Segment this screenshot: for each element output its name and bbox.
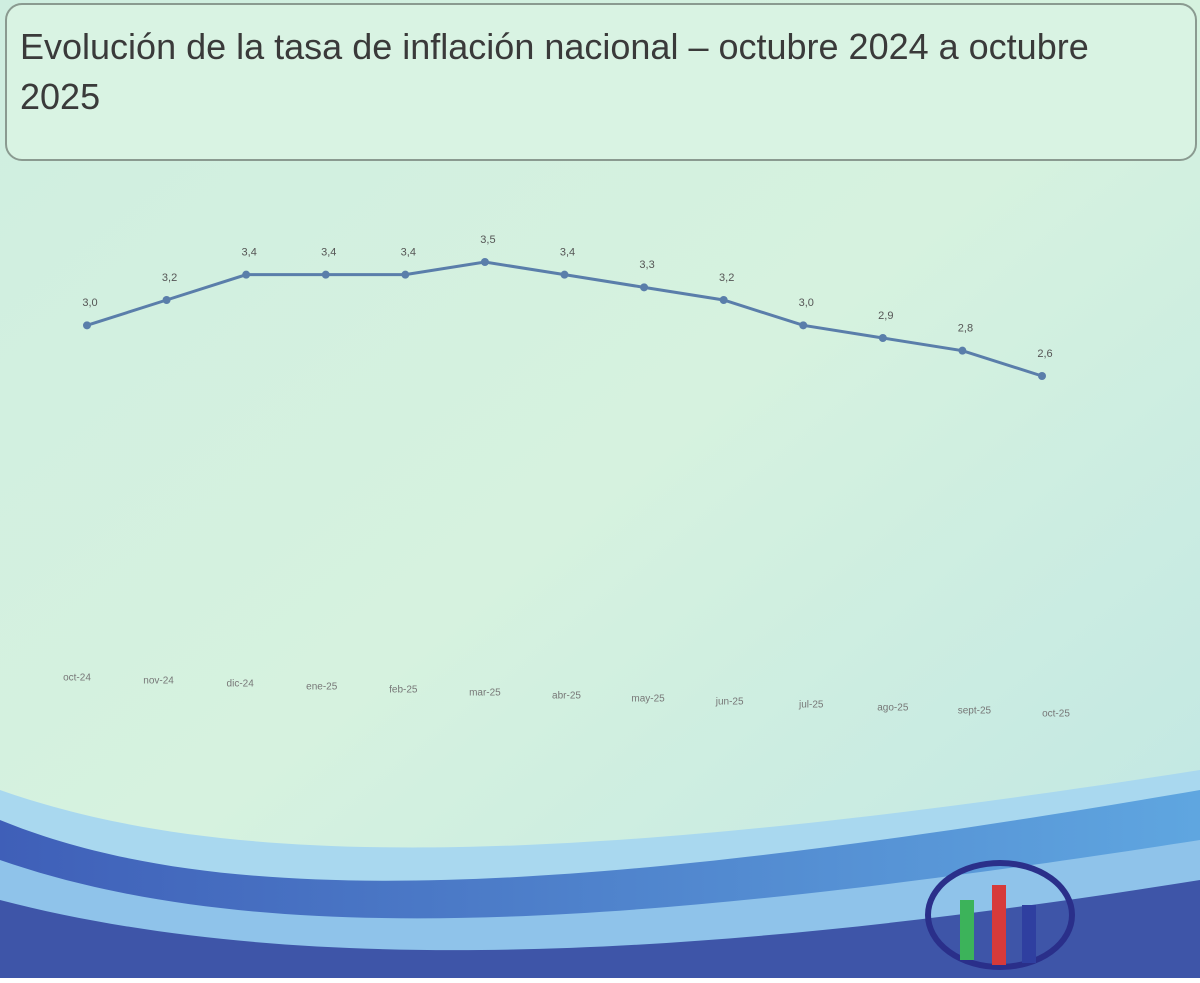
logo (925, 860, 1075, 970)
wave (0, 880, 1200, 978)
data-label: 3,2 (719, 272, 734, 284)
data-label: 3,4 (560, 247, 575, 259)
data-label: 3,2 (162, 272, 177, 284)
x-tick-label: oct-25 (1042, 709, 1070, 720)
data-label: 2,9 (878, 310, 893, 322)
data-label: 3,4 (321, 247, 336, 259)
x-tick-label: oct-24 (63, 673, 91, 684)
marker (162, 296, 171, 304)
x-tick-label: mar-25 (469, 688, 501, 699)
x-tick-label: nov-24 (143, 676, 174, 687)
marker (242, 270, 251, 279)
data-label: 2,6 (1037, 348, 1052, 360)
marker (640, 283, 649, 292)
data-label: 3,4 (242, 247, 257, 259)
data-label: 3,0 (82, 297, 97, 309)
data-label: 3,4 (401, 247, 416, 259)
data-label: 2,8 (958, 323, 973, 335)
x-tick-label: jun-25 (715, 697, 744, 708)
x-tick-label: abr-25 (552, 691, 581, 702)
marker (83, 321, 91, 330)
x-tick-label: may-25 (631, 694, 665, 705)
marker (1038, 372, 1046, 380)
data-label: 3,5 (480, 234, 495, 246)
marker (401, 270, 410, 279)
x-tick-label: sept-25 (958, 706, 992, 717)
marker (799, 321, 808, 330)
data-label: 3,0 (799, 297, 814, 309)
marker (480, 258, 489, 266)
marker (321, 270, 330, 279)
x-tick-label: feb-25 (389, 685, 418, 696)
chart-title: Evolución de la tasa de inflación nacion… (20, 26, 1089, 117)
x-tick-label: jul-25 (798, 700, 824, 711)
title-wrap: Evolución de la tasa de inflación nacion… (20, 26, 1089, 117)
x-tick-label: dic-24 (227, 679, 255, 690)
x-tick-label: ene-25 (306, 682, 338, 693)
marker (878, 334, 887, 342)
x-tick-label: ago-25 (877, 703, 909, 714)
marker (719, 296, 728, 304)
marker (958, 346, 967, 355)
data-label: 3,3 (639, 259, 654, 271)
title-box (5, 3, 1197, 161)
marker (560, 270, 569, 279)
